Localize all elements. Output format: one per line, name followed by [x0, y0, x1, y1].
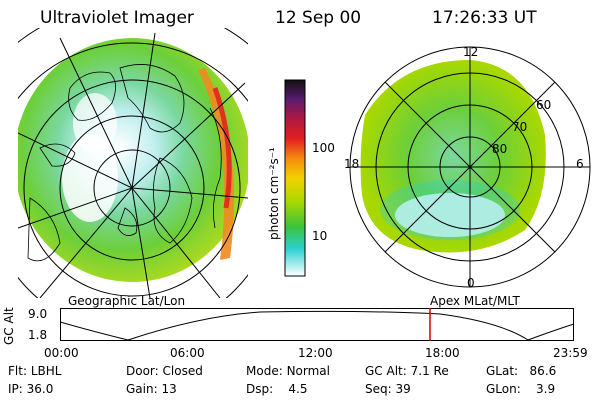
timeline-ytick-high: 9.0 — [28, 307, 48, 321]
colorbar-tick-10: 10 — [312, 229, 328, 243]
coastlines — [27, 64, 222, 262]
altitude-curve — [60, 310, 575, 341]
limb-glow — [198, 68, 235, 260]
mode-info: Mode: Normal — [246, 364, 330, 378]
timeline-ytick-low: 1.8 — [28, 328, 48, 342]
auroral-emission-left — [18, 38, 248, 282]
door-info: Door: Closed — [126, 364, 203, 378]
timeline-xtick-4: 23:59 — [553, 346, 588, 360]
lat-label-70: 70 — [512, 120, 528, 134]
timeline-xtick-1: 06:00 — [170, 346, 205, 360]
colorbar-unit: photon cm⁻²s⁻¹ — [267, 147, 281, 240]
gc-alt-info: GC Alt: 7.1 Re — [365, 364, 449, 378]
colorbar-tick-100: 100 — [312, 141, 335, 155]
glat-info: GLat: 86.6 — [486, 364, 557, 378]
filter-info: Flt: LBHL — [8, 364, 62, 378]
mlt-label-12: 12 — [463, 45, 479, 59]
mlt-label-6: 6 — [576, 157, 584, 171]
ip-info: IP: 36.0 — [8, 382, 54, 396]
dsp-info: Dsp: 4.5 — [246, 382, 308, 396]
colorbar — [284, 79, 306, 277]
timeline-xtick-0: 00:00 — [44, 346, 79, 360]
timeline-ylabel: GC Alt — [2, 307, 16, 345]
lat-label-60: 60 — [536, 98, 552, 112]
magnetic-map — [349, 46, 591, 288]
image-date: 12 Sep 00 — [275, 8, 362, 28]
timeline-xtick-2: 12:00 — [298, 346, 333, 360]
right-map-label: Apex MLat/MLT — [430, 294, 520, 308]
lat-label-80: 80 — [492, 142, 508, 156]
image-time: 17:26:33 UT — [432, 8, 537, 28]
seq-info: Seq: 39 — [365, 382, 411, 396]
glon-info: GLon: 3.9 — [486, 382, 556, 396]
altitude-timeline — [60, 308, 575, 341]
mlt-label-18: 18 — [344, 157, 360, 171]
timeline-xtick-3: 18:00 — [425, 346, 460, 360]
imager-title: Ultraviolet Imager — [40, 8, 194, 28]
mlt-label-0: 0 — [467, 276, 475, 290]
left-map-label: Geographic Lat/Lon — [68, 294, 186, 308]
gain-info: Gain: 13 — [126, 382, 177, 396]
geographic-map — [18, 28, 248, 298]
